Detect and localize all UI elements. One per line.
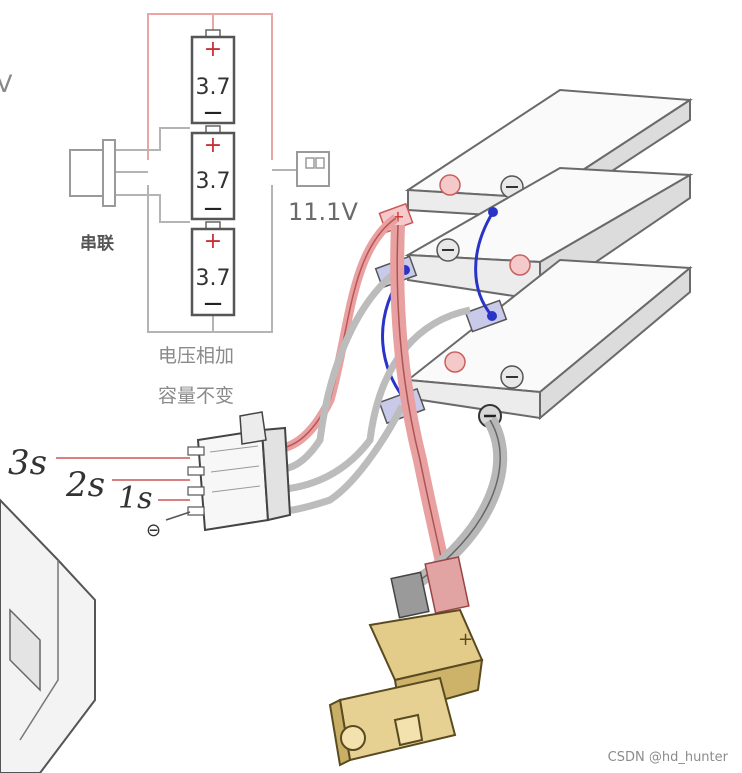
cell-3-minus: − xyxy=(202,289,224,319)
label-1s: 1s xyxy=(118,481,152,516)
stray-mark: V xyxy=(0,70,13,98)
cell-1-plus: + xyxy=(204,37,222,62)
pack-top-positive-tab xyxy=(439,174,461,196)
cell-3-plus: + xyxy=(204,229,222,254)
schematic-output-plug xyxy=(296,151,330,187)
schematic-tap-1 xyxy=(115,127,190,151)
red-heatshrink xyxy=(424,556,470,614)
balance-wire-2 xyxy=(267,269,399,474)
label-3s: 3s xyxy=(8,443,47,483)
black-heatshrink xyxy=(390,571,430,619)
balance-plug xyxy=(187,411,292,532)
xt60-plus-mark: + xyxy=(458,629,473,650)
cell-pack: + xyxy=(374,88,694,428)
xt60-connector: + xyxy=(328,608,484,767)
charger-corner xyxy=(0,498,96,773)
note-capacity-unchanged: 容量不变 xyxy=(158,385,234,407)
cell-middle: + 3.7 − xyxy=(190,125,236,224)
label-2s: 2s xyxy=(65,465,105,505)
balance-pin-labels: 3s 2s 1s ⊖ xyxy=(8,443,191,541)
series-link-wire-1 xyxy=(474,211,495,317)
label-ground: ⊖ xyxy=(146,520,161,541)
cell-2-minus: − xyxy=(202,194,224,224)
schematic-output-pin-2 xyxy=(315,157,325,169)
schematic-balance-plug xyxy=(69,149,105,197)
balance-pin-2s xyxy=(187,466,205,476)
schematic-red-wire-left xyxy=(147,13,214,160)
schematic-balance-plug-flange xyxy=(102,139,116,207)
output-voltage-label: 11.1V xyxy=(288,198,358,226)
balance-pin-3s xyxy=(187,446,205,456)
cell-top: + 3.7 − xyxy=(190,29,236,128)
pack-middle-positive-tab xyxy=(509,254,531,276)
pack-bottom-positive-tab xyxy=(444,351,466,373)
schematic-tap-2 xyxy=(115,194,190,223)
schematic-output-pin-1 xyxy=(305,157,315,169)
series-schematic: 串联 11.1V + 3.7 − + 3.7 − + 3.7 − 电压相加 xyxy=(69,13,358,407)
charger-socket xyxy=(9,608,41,692)
note-voltage-adds: 电压相加 xyxy=(158,345,234,367)
balance-pin-1s xyxy=(187,486,205,496)
xt60-pin-left xyxy=(340,725,366,751)
balance-pin-ground xyxy=(187,506,205,516)
cell-2-value: 3.7 xyxy=(196,169,231,194)
cell-1-minus: − xyxy=(202,98,224,128)
pack-cell-bottom xyxy=(405,258,693,421)
xt60-pin-right xyxy=(393,713,424,747)
series-label: 串联 xyxy=(80,233,114,254)
schematic-gray-wire-left xyxy=(147,185,214,333)
cell-1-value: 3.7 xyxy=(196,75,231,100)
schematic-red-wire-right xyxy=(213,13,273,160)
cell-3-value: 3.7 xyxy=(196,266,231,291)
cell-bottom: + 3.7 − xyxy=(190,221,236,319)
watermark: CSDN @hd_hunter xyxy=(607,750,728,765)
leader-ground xyxy=(165,511,191,521)
cell-2-plus: + xyxy=(204,133,222,158)
series-link-tab-2 xyxy=(464,299,508,333)
balance-wire-3 xyxy=(267,306,471,494)
schematic-gray-wire-right xyxy=(213,185,273,333)
